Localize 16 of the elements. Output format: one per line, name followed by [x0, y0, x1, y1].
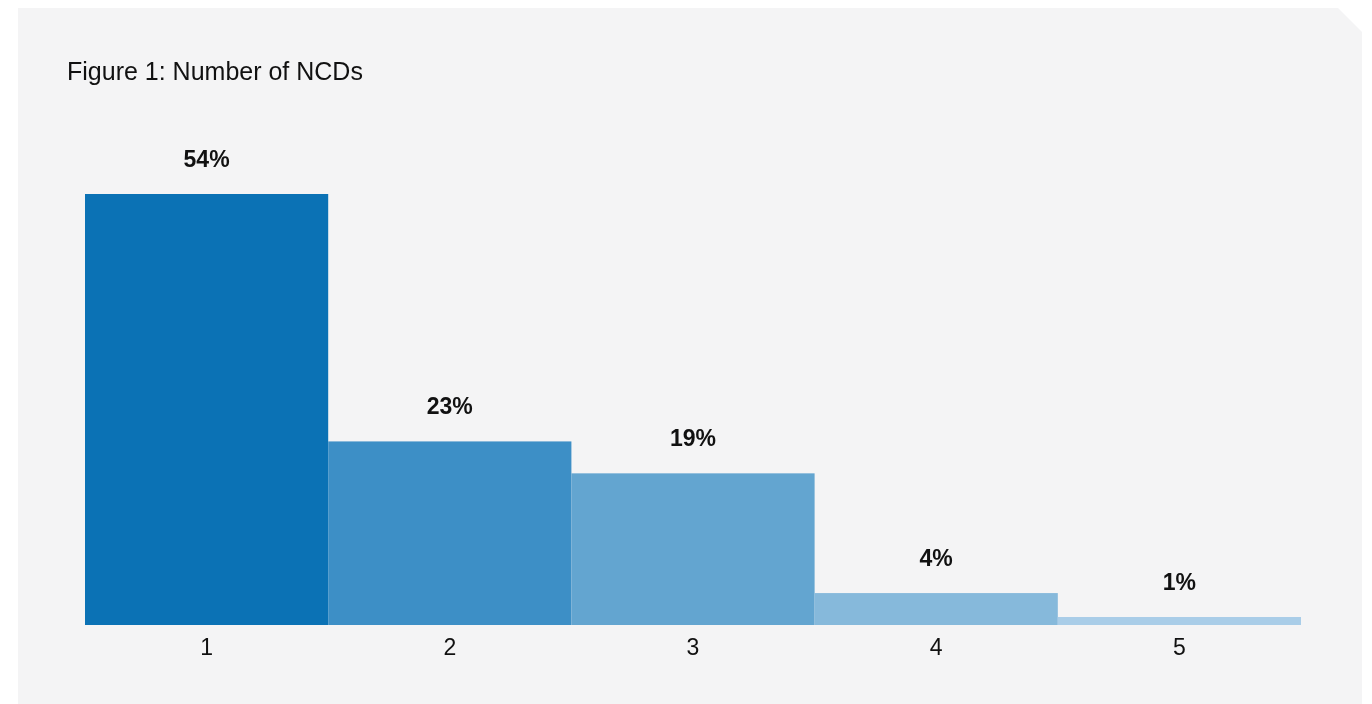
data-label: 19% — [669, 425, 717, 452]
x-tick-label: 1 — [200, 634, 213, 661]
bar — [85, 194, 329, 625]
data-label: 54% — [183, 146, 230, 172]
data-label: 1% — [1162, 569, 1197, 596]
x-tick-label: 5 — [1173, 634, 1186, 661]
x-tick-label: 4 — [929, 634, 943, 661]
bar — [1057, 617, 1301, 625]
bar — [814, 593, 1058, 625]
bar — [571, 473, 815, 625]
x-tick-label: 3 — [686, 634, 700, 661]
chart-title: Figure 1: Number of NCDs — [67, 57, 363, 85]
data-label: 4% — [919, 545, 953, 572]
x-tick-label: 2 — [443, 634, 457, 661]
bar — [328, 441, 572, 625]
data-label: 23% — [426, 393, 473, 420]
